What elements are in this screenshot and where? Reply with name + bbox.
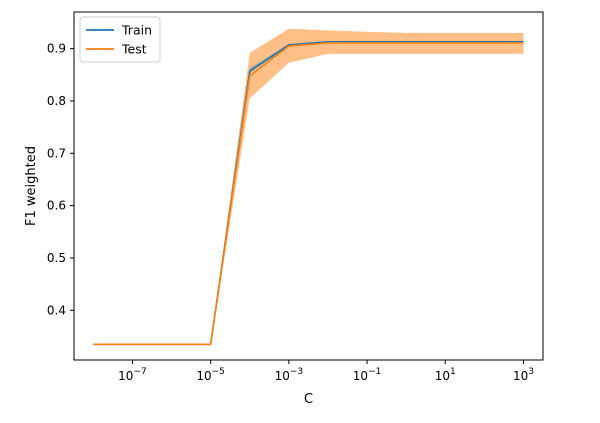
x-tick-label: 10−7 (118, 367, 147, 383)
x-axis-ticks: 10−7 10−5 10−3 10−1 101 103 (118, 360, 534, 383)
legend-label-train: Train (121, 23, 152, 38)
y-tick-label: 0.5 (47, 251, 66, 265)
x-tick-label: 10−1 (353, 367, 382, 383)
y-tick-label: 0.8 (47, 94, 66, 108)
x-tick-label: 10−3 (275, 367, 304, 383)
line-test (93, 42, 524, 346)
x-tick-label: 103 (513, 367, 534, 383)
band-train (93, 41, 524, 345)
x-tick-label: 101 (435, 367, 456, 383)
y-tick-label: 0.7 (47, 146, 66, 160)
y-tick-label: 0.9 (47, 42, 66, 56)
confidence-bands (93, 28, 524, 345)
legend: Train Test (79, 16, 161, 63)
plot-frame (73, 11, 544, 361)
line-train (93, 41, 524, 346)
y-axis-ticks: 0.4 0.5 0.6 0.7 0.8 0.9 (47, 42, 74, 317)
x-axis-label: C (304, 392, 313, 407)
x-tick-label: 10−5 (196, 367, 225, 383)
y-tick-label: 0.4 (47, 303, 66, 317)
y-axis-label: F1 weighted (24, 146, 39, 226)
series-lines (93, 41, 524, 346)
band-test (93, 28, 524, 345)
legend-box (79, 16, 161, 63)
legend-label-test: Test (121, 42, 147, 57)
y-tick-label: 0.6 (47, 199, 66, 213)
